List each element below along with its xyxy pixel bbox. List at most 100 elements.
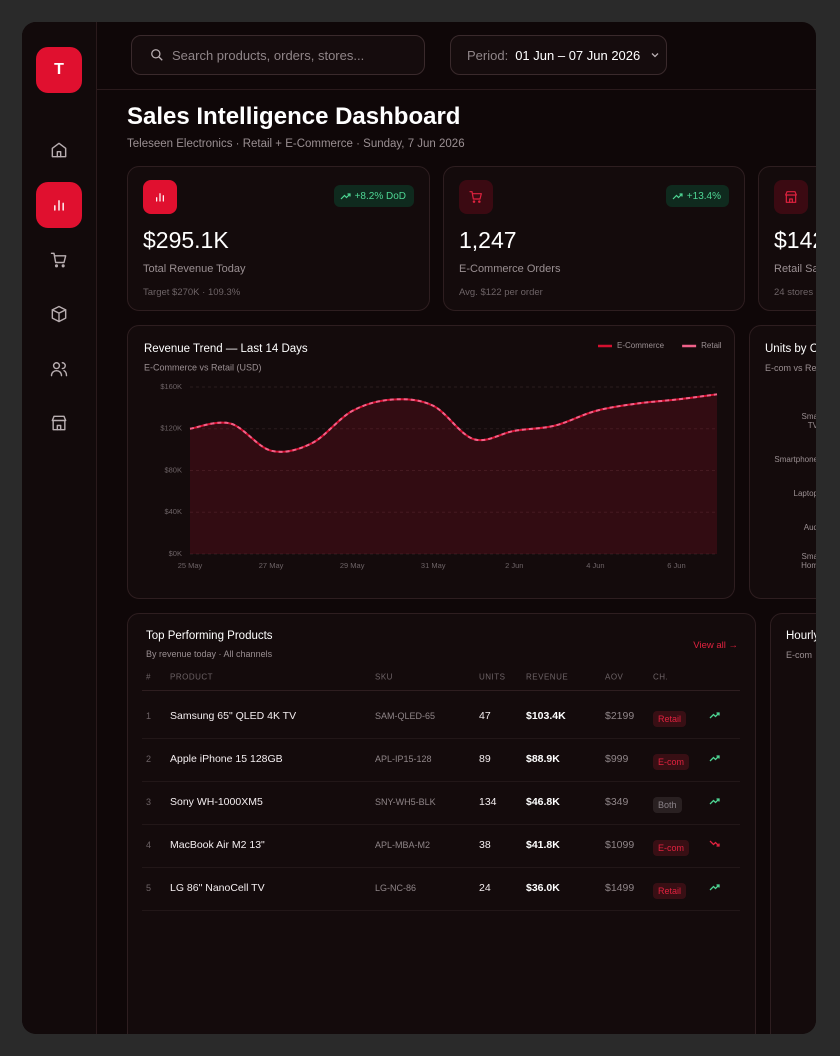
trend-icon <box>709 884 720 891</box>
table-cell: $1499 <box>605 882 635 894</box>
kpi-value: $295.1K <box>143 227 229 253</box>
search-box[interactable]: Search products, orders, stores... <box>131 35 425 75</box>
chevron <box>651 53 659 58</box>
table-cell: $36.0K <box>526 882 560 894</box>
chart: Revenue Trend — Last 14 Days E-Commerce … <box>144 341 722 570</box>
table-cell: SNY-WH5-BLK <box>375 797 436 807</box>
table-cell: $999 <box>605 753 629 765</box>
search-icon <box>151 49 163 61</box>
category-label: TV <box>807 421 816 430</box>
category-label: Smartphone <box>774 455 816 464</box>
column-header: CH. <box>653 672 669 682</box>
table-cell: 89 <box>479 753 491 765</box>
category-label: Sma <box>801 552 816 561</box>
search-placeholder: Search products, orders, stores... <box>172 47 365 63</box>
kpi-icon <box>459 180 493 214</box>
trend-icon <box>709 840 720 847</box>
table-cell: APL-IP15-128 <box>375 754 432 764</box>
table-cell: $349 <box>605 796 629 808</box>
row-divider <box>142 781 740 782</box>
card-subtitle: By revenue today · All channels <box>146 649 273 659</box>
row-divider <box>142 738 740 739</box>
view-all-link[interactable]: View all → <box>693 640 738 651</box>
topbar: Search products, orders, stores... Perio… <box>97 22 816 90</box>
card-subtitle: E-com vs Re <box>765 363 816 373</box>
y-tick-label: $40K <box>164 507 182 516</box>
table-cell: Sony WH-1000XM5 <box>170 796 263 808</box>
nav-stores[interactable] <box>36 400 82 446</box>
chart-title: Revenue Trend — Last 14 Days <box>144 343 308 355</box>
trend-icon <box>709 798 720 805</box>
kpi-label: E-Commerce Orders <box>459 263 561 275</box>
products-card: Top Performing Products By revenue today… <box>127 613 756 1034</box>
kpi-card: +13.4% 1,247 E-Commerce Orders Avg. $122… <box>443 166 745 311</box>
kpi-label: Retail Sa <box>774 263 816 275</box>
nav-cart[interactable] <box>36 237 82 283</box>
table-cell: 47 <box>479 710 491 722</box>
channel-badge: E-com <box>653 840 690 856</box>
category-labels: Sma TV Smartphone Laptop Aud Sma Hom <box>750 326 816 600</box>
kpi-badge: +13.4% <box>665 185 729 207</box>
kpi-value: $142 <box>774 227 816 253</box>
category-label: Laptop <box>793 489 816 498</box>
y-tick-label: $0K <box>169 549 182 558</box>
table-cell: Samsung 65" QLED 4K TV <box>170 710 297 722</box>
nav-customers[interactable] <box>36 346 82 392</box>
card-title: Units by C <box>765 343 816 355</box>
table-cell: 5 <box>146 883 152 893</box>
kpi-card: +8.2% DoD $295.1K Total Revenue Today Ta… <box>127 166 430 311</box>
table-cell: MacBook Air M2 13" <box>170 839 265 851</box>
table-cell: LG-NC-86 <box>375 883 417 893</box>
channel-badge: Retail <box>653 711 687 727</box>
table-cell: $46.8K <box>526 796 560 808</box>
kpi-icon <box>774 180 808 214</box>
card-subtitle: E-com <box>786 650 813 660</box>
screen: T Search products, orders, stores... Per… <box>22 22 816 1034</box>
kpi-label: Total Revenue Today <box>143 263 246 275</box>
category-label: Aud <box>803 523 816 532</box>
column-header: UNITS <box>479 672 506 682</box>
nav-home[interactable] <box>36 127 82 173</box>
area <box>190 394 717 554</box>
period-picker[interactable]: Period: 01 Jun – 07 Jun 2026 <box>450 35 667 75</box>
chart-card: Revenue Trend — Last 14 Days E-Commerce … <box>127 325 735 599</box>
card-title: Top Performing Products <box>146 630 273 642</box>
table-cell: APL-MBA-M2 <box>375 840 431 850</box>
kpi-card: $142 Retail Sa 24 stores <box>758 166 816 311</box>
y-tick-label: $80K <box>164 465 182 474</box>
trend-icon <box>709 712 720 719</box>
channel-badge: Retail <box>653 883 687 899</box>
kpi-note: Avg. $122 per order <box>459 287 543 298</box>
column-header: SKU <box>375 672 393 682</box>
logo[interactable]: T <box>36 47 82 93</box>
badge-text: +8.2% DoD <box>354 190 406 202</box>
x-tick-label: 2 Jun <box>505 561 523 570</box>
y-tick-label: $120K <box>160 424 182 433</box>
period-label: Period: <box>467 47 509 63</box>
table-cell: $1099 <box>605 839 635 851</box>
header-divider <box>142 690 740 691</box>
page-subtitle: Teleseen Electronics · Retail + E-Commer… <box>127 138 465 150</box>
table-cell: SAM-QLED-65 <box>375 711 436 721</box>
kpi-note: Target $270K · 109.3% <box>143 287 241 298</box>
row-divider <box>142 824 740 825</box>
line <box>189 393 718 453</box>
hourly-card: Hourly E-com <box>770 613 816 1034</box>
table-cell: $88.9K <box>526 753 560 765</box>
x-tick-label: 4 Jun <box>586 561 604 570</box>
x-tick-label: 29 May <box>340 561 365 570</box>
y-tick-label: $160K <box>160 382 182 391</box>
nav-products[interactable] <box>36 291 82 337</box>
x-tick-label: 25 May <box>178 561 203 570</box>
column-header: # <box>146 672 151 682</box>
table-cell: 38 <box>479 839 491 851</box>
kpi-note: 24 stores <box>774 287 814 298</box>
table-cell: 134 <box>479 796 497 808</box>
table-cell: 1 <box>146 711 152 721</box>
badge-text: +13.4% <box>686 190 721 202</box>
table-cell: 3 <box>146 797 152 807</box>
column-header: AOV <box>605 672 624 682</box>
table-cell: Apple iPhone 15 128GB <box>170 753 283 765</box>
nav-analytics[interactable] <box>36 182 82 228</box>
